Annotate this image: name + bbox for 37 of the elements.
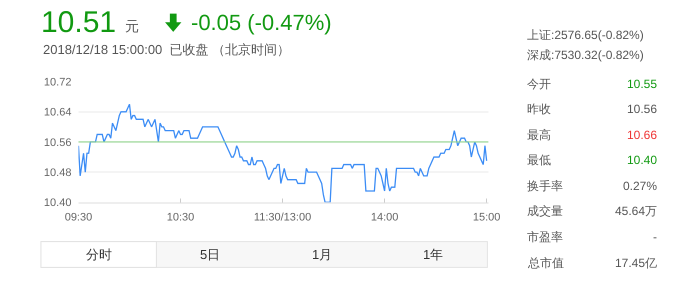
text: 上证:2576.65(-0.82%)	[527, 28, 644, 42]
text: 最高	[527, 128, 551, 142]
x-tick-label: 15:00	[472, 211, 500, 224]
text: 10.55	[627, 77, 658, 91]
text: 1月	[312, 247, 332, 262]
text: 今开	[527, 77, 551, 91]
text: 0.27%	[623, 179, 658, 193]
x-tick-label: 14:00	[370, 211, 398, 224]
x-tick-label: 11:30/13:00	[254, 211, 312, 224]
text: 17.45亿	[615, 256, 658, 270]
text: 总市值	[527, 256, 564, 270]
text: 5日	[200, 247, 220, 262]
y-tick-label: 10.48	[44, 166, 72, 179]
text: 分时	[86, 247, 112, 262]
text: 最低	[527, 153, 551, 167]
text: 45.64万	[615, 204, 658, 218]
text: 换手率	[527, 179, 563, 193]
y-tick-label: 10.56	[44, 136, 72, 149]
chart-title: 10.51	[41, 6, 116, 39]
text: 10.66	[627, 128, 658, 142]
y-tick-label: 10.64	[44, 106, 72, 119]
text: -	[653, 230, 657, 244]
text: 成交量	[527, 204, 563, 218]
y-tick-label: 10.40	[44, 197, 72, 210]
x-tick-label: 10:30	[166, 211, 194, 224]
text: 1年	[423, 247, 444, 262]
chart-subtitle: 2018/12/18 15:00:00 已收盘 （北京时间）	[43, 42, 290, 57]
text: 10.56	[627, 102, 658, 116]
text: -0.05 (-0.47%)	[191, 10, 332, 35]
text: 昨收	[527, 102, 551, 116]
text: 市盈率	[527, 230, 563, 244]
text: 10.40	[627, 153, 658, 167]
text: 元	[125, 18, 139, 34]
x-tick-label: 09:30	[64, 211, 92, 224]
line-series	[78, 104, 488, 202]
y-tick-label: 10.72	[44, 76, 72, 88]
text: 深成:7530.32(-0.82%)	[527, 48, 644, 62]
